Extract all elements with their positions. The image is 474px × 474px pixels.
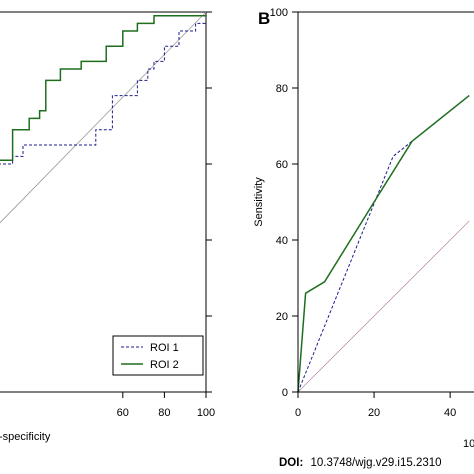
legend-box [112,335,204,376]
panel-a-frame [0,11,207,393]
panel-b-y-tick-label: 60 [276,159,288,171]
legend-roi1-label: ROI 1 [150,342,179,354]
panel-b-y-tick-label: 20 [276,311,288,323]
legend-roi2-label: ROI 2 [150,359,179,371]
panel-b-series-roi-2-line [297,95,470,393]
panel-a-x-tick-label: 60 [117,407,129,419]
panel-b-x-tick-label: 0 [295,407,301,419]
panel-b-x-tick-label: 20 [368,407,380,419]
doi-text: 10.3748/wjg.v29.i15.2310 [310,457,441,469]
panel-b-series-reference-diagonal-line [297,220,470,393]
panel-b-y-tick-label: 80 [276,83,288,95]
panel-a-x-tick-label: 100 [197,407,215,419]
panel-b-x-tick-label: 40 [444,407,456,419]
panel-b-y-axis-label: Sensitivity [253,177,265,227]
doi-citation: DOI: 10.3748/wjg.v29.i15.2310 [279,457,442,469]
panel-b-letter: B [258,9,270,28]
panel-a-series-reference-diagonal-line [0,11,207,224]
panel-b-reference-layer [297,220,470,393]
doi-prefix: DOI: [279,457,303,469]
panel-a-x-tick-label: 80 [158,407,170,419]
panel-a-ticks: 60 80 100 [117,11,215,419]
panel-a-reference-layer [0,11,207,224]
panel-b-x-axis-label: 100 [463,438,474,450]
panel-a-series-layer [0,15,206,165]
roc-panel-b: B 0 20 40 60 80 100 0 20 40 Sensitivity 100 [253,7,474,450]
panel-a-x-axis-label: -specificity [0,431,51,443]
panel-b-y-tick-label: 40 [276,235,288,247]
legend: ROI 1 ROI 2 [112,335,204,376]
panel-b-y-tick-label: 0 [282,387,288,399]
panel-a-series-roi-1-line [0,22,206,165]
panel-b-ticks: 0 20 40 60 80 100 0 20 40 [270,7,457,419]
panel-b-series-roi-1-line [297,95,470,393]
roc-panel-a: 60 80 100 -specificity ROI 1 ROI 2 [0,11,215,443]
panel-a-series-roi-2-line [0,15,206,161]
panel-b-y-tick-label: 100 [270,7,288,19]
panel-b-series-layer [297,95,470,393]
